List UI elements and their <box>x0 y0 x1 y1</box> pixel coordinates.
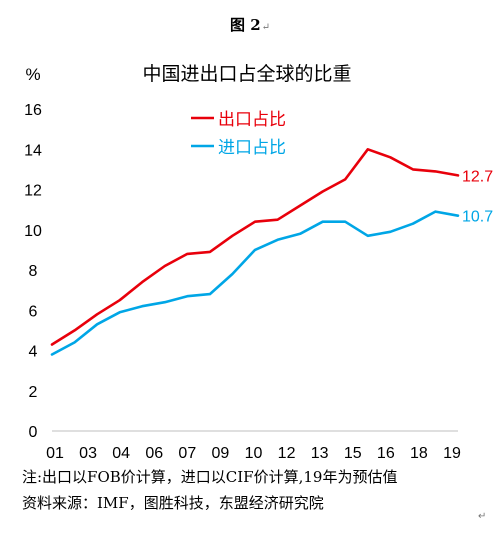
x-tick-label: 16 <box>377 445 395 462</box>
y-tick-label: 10 <box>24 223 42 240</box>
y-tick-label: 0 <box>29 424 38 441</box>
data-label-end: 12.7 <box>462 168 493 185</box>
legend-label: 出口占比 <box>218 110 286 130</box>
source-note: 资料来源：IMF，图胜科技，东盟经济研究院 <box>22 494 324 512</box>
x-tick-label: 04 <box>112 445 130 462</box>
y-axis: 0 2 4 6 8 10 12 14 16 <box>24 102 42 441</box>
x-tick-label: 12 <box>278 445 296 462</box>
x-axis: 01 03 04 06 07 09 10 12 13 15 16 18 19 <box>46 445 461 462</box>
paragraph-mark-end: ↵ <box>478 511 487 522</box>
y-tick-label: 12 <box>24 183 42 200</box>
x-tick-label: 03 <box>79 445 97 462</box>
x-tick-label: 18 <box>410 445 428 462</box>
y-tick-label: 16 <box>24 102 42 119</box>
x-tick-label: 13 <box>311 445 329 462</box>
end-labels: 12.7 10.7 <box>462 168 493 225</box>
x-tick-label: 09 <box>212 445 230 462</box>
x-tick-label: 01 <box>46 445 64 462</box>
y-axis-unit-label: % <box>25 65 40 84</box>
x-tick-label: 10 <box>245 445 263 462</box>
y-tick-label: 14 <box>24 142 42 159</box>
data-label-end: 10.7 <box>462 209 493 226</box>
series-line-import <box>50 210 460 356</box>
x-tick-label: 15 <box>344 445 362 462</box>
y-tick-label: 4 <box>29 344 38 361</box>
x-tick-label: 19 <box>443 445 461 462</box>
footnote: 注:出口以FOB价计算，进口以CIF价计算,19年为预估值 <box>22 468 398 486</box>
legend-label: 进口占比 <box>218 138 286 158</box>
paragraph-mark: ↵ <box>261 22 271 33</box>
y-tick-label: 2 <box>29 384 38 401</box>
x-tick-label: 07 <box>178 445 196 462</box>
chart-title: 中国进出口占全球的比重 <box>142 63 351 85</box>
figure-caption-text: 图 2 <box>229 16 261 34</box>
series-lines <box>50 148 460 356</box>
series-line-export <box>50 148 460 346</box>
y-tick-label: 8 <box>29 263 38 280</box>
figure-caption: 图 2↵ <box>0 14 500 35</box>
y-tick-label: 6 <box>29 303 38 320</box>
x-tick-label: 06 <box>145 445 163 462</box>
